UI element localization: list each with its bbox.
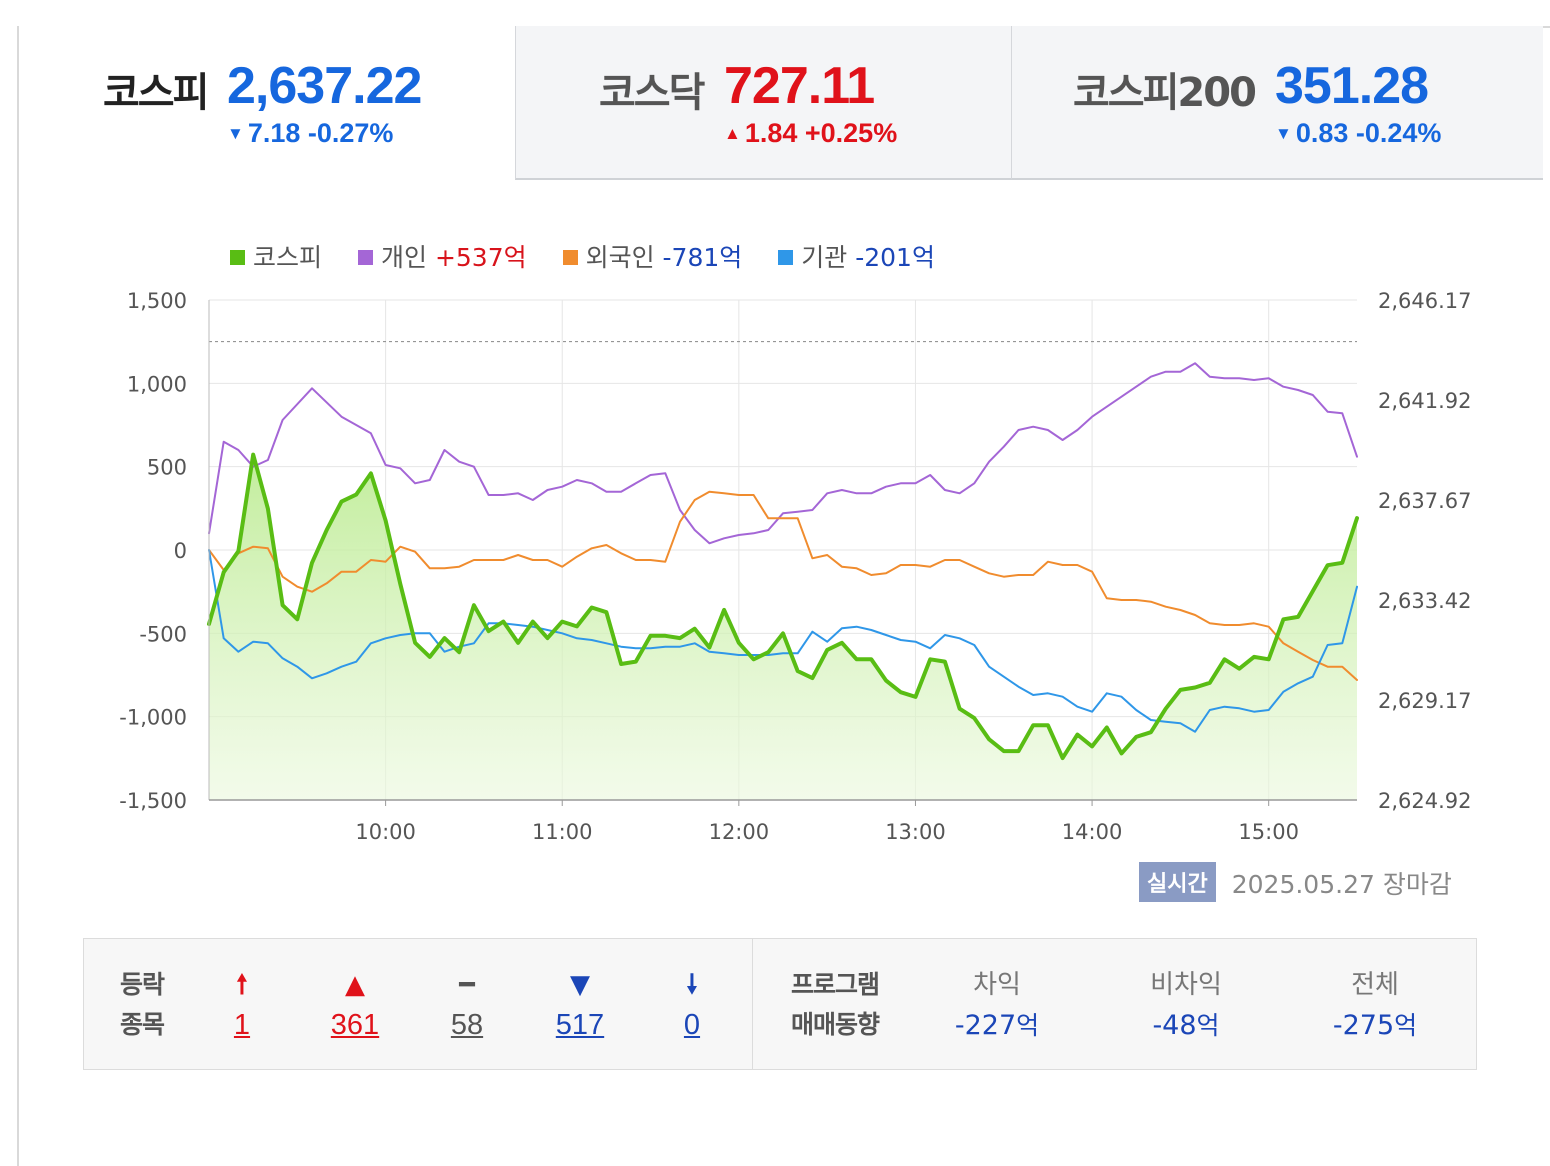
advance-decline-count[interactable]: 58: [450, 1009, 484, 1041]
up-triangle-icon: ▲: [724, 124, 741, 143]
program-non-arbitrage: 비차익 -48억: [1106, 965, 1266, 1047]
status-date: 2025.05.27: [1231, 870, 1375, 899]
tab-kosdaq-change-wrap: ▲ 1.84 +0.25%: [724, 118, 897, 149]
advance-decline-label-line1: 등락: [120, 970, 165, 999]
program-total-value: -275: [1332, 1010, 1395, 1041]
legend-item-institution: 기관 -201억: [778, 238, 935, 274]
advance-decline-label: 등락 종목: [120, 965, 165, 1045]
program-arbitrage-label: 차익: [973, 970, 1021, 1000]
limit-down-arrow-icon: 🠗: [686, 970, 698, 1000]
tab-kosdaq-name: 코스닥: [599, 70, 705, 116]
program-total-label: 전체: [1351, 970, 1399, 1000]
tab-kospi-name: 코스피: [103, 70, 209, 116]
tab-kospi200-value: 351.28: [1275, 57, 1429, 115]
program-arbitrage: 차익 -227억: [917, 965, 1077, 1047]
legend-value: -781억: [662, 243, 743, 272]
advance-decline-label-line2: 종목: [120, 1010, 165, 1039]
legend-swatch: [562, 250, 578, 265]
down-triangle-icon: ▼: [1275, 124, 1292, 143]
program-unit: 억: [1394, 1011, 1418, 1040]
tab-kospi-value: 2,637.22: [227, 57, 422, 115]
legend-label: 기관: [801, 243, 848, 272]
unchanged-dash-icon: ━: [459, 970, 475, 1000]
program-unit: 억: [1196, 1011, 1220, 1040]
advance-decline-item[interactable]: ▼ 517: [540, 965, 620, 1045]
legend-swatch: [230, 250, 245, 265]
tab-kosdaq-value: 727.11: [724, 57, 875, 115]
legend-swatch: [357, 250, 373, 265]
program-total: 전체 -275억: [1295, 965, 1455, 1047]
up-triangle-icon: ▲: [345, 970, 365, 1000]
legend-value: +537억: [434, 243, 527, 272]
advance-decline-count[interactable]: 1: [233, 1009, 251, 1041]
legend-item-foreign: 외국인 -781억: [562, 238, 743, 274]
program-non-arbitrage-label: 비차익: [1150, 970, 1222, 1000]
program-label-line1: 프로그램: [791, 970, 880, 999]
tab-kospi-change: 7.18 -0.27%: [247, 118, 394, 148]
tab-kospi200[interactable]: 코스피200 351.28 ▼ 0.83 -0.24%: [1011, 26, 1543, 180]
status-label: 장마감: [1382, 870, 1452, 899]
legend-label: 외국인: [585, 243, 655, 272]
legend-label: 개인: [380, 243, 427, 272]
tab-kospi200-name: 코스피200: [1073, 70, 1257, 116]
tab-kosdaq-change: 1.84 +0.25%: [744, 118, 898, 148]
chart-legend: 코스피 개인 +537억 외국인 -781억 기관 -201억: [230, 238, 963, 274]
program-non-arbitrage-value: -48: [1152, 1010, 1197, 1041]
down-triangle-icon: ▼: [570, 970, 590, 1000]
tab-kosdaq[interactable]: 코스닥 727.11 ▲ 1.84 +0.25%: [515, 26, 1011, 180]
program-trading-label: 프로그램 매매동향: [791, 965, 880, 1045]
tab-kospi200-change: 0.83 -0.24%: [1295, 118, 1442, 148]
legend-swatch: [778, 250, 794, 265]
advance-decline-item[interactable]: 🠕 1: [202, 965, 282, 1045]
tab-kospi200-change-wrap: ▼ 0.83 -0.24%: [1275, 118, 1441, 149]
legend-item-kospi: 코스피: [230, 238, 322, 274]
program-unit: 억: [1016, 1011, 1040, 1040]
realtime-badge[interactable]: 실시간: [1139, 862, 1216, 902]
advance-decline-count[interactable]: 0: [683, 1009, 701, 1041]
advance-decline-item[interactable]: 🠗 0: [652, 965, 732, 1045]
legend-value: -201억: [855, 243, 935, 272]
program-label-line2: 매매동향: [791, 1010, 880, 1039]
panel-divider: [752, 939, 753, 1069]
tab-kospi-change-wrap: ▼ 7.18 -0.27%: [227, 118, 393, 149]
down-triangle-icon: ▼: [227, 124, 244, 143]
tab-kospi[interactable]: 코스피 2,637.22 ▼ 7.18 -0.27%: [19, 26, 515, 180]
advance-decline-count[interactable]: 361: [330, 1009, 380, 1041]
limit-up-arrow-icon: 🠕: [236, 970, 248, 1000]
advance-decline-item[interactable]: ━ 58: [427, 965, 507, 1045]
legend-label: 코스피: [253, 243, 323, 272]
legend-item-individual: 개인 +537억: [357, 238, 527, 274]
program-arbitrage-value: -227: [954, 1010, 1017, 1041]
advance-decline-item[interactable]: ▲ 361: [315, 965, 395, 1045]
market-summary-panel: 등락 종목 🠕 1 ▲ 361 ━ 58 ▼ 517 🠗 0 프로그램 매매동향 차익 -227억…: [83, 938, 1477, 1070]
market-status: 실시간 2025.05.27 장마감: [1139, 862, 1452, 902]
advance-decline-count[interactable]: 517: [555, 1009, 605, 1041]
